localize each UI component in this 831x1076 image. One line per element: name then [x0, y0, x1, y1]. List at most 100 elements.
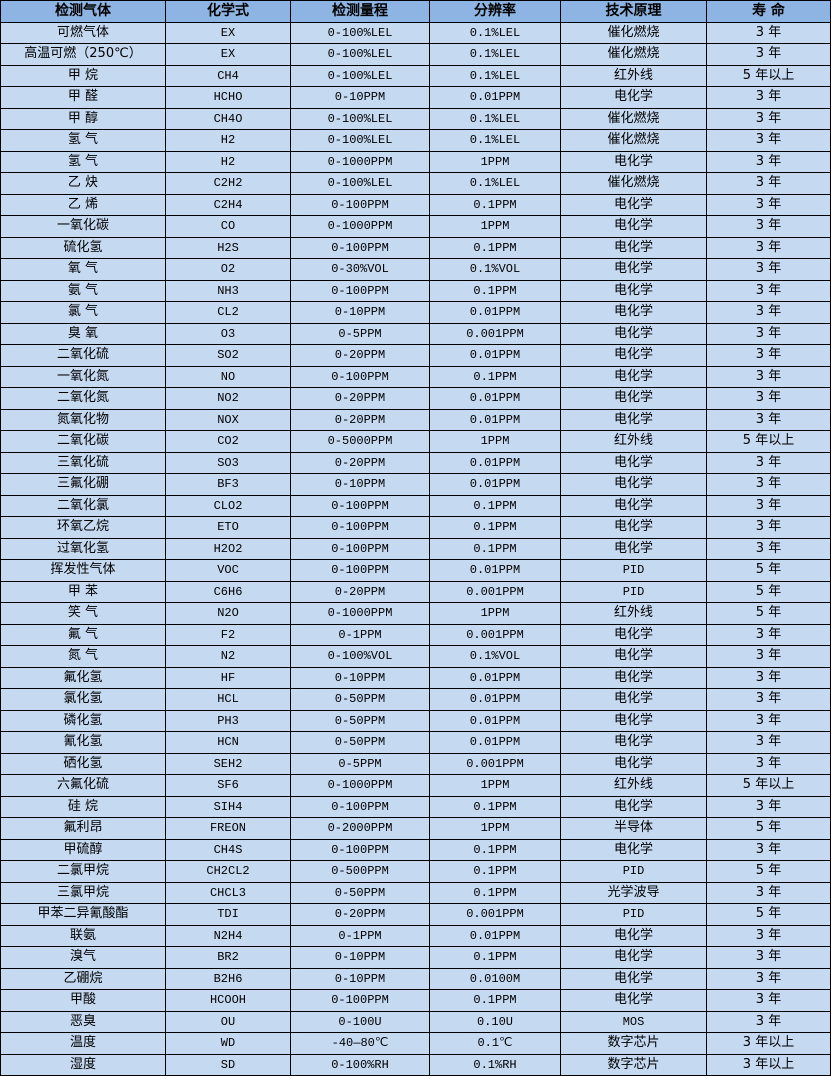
lifespan-cell: 3 年 [706, 1010, 831, 1033]
formula-cell: N2H4 [165, 924, 291, 947]
principle-cell: 光学波导 [560, 881, 707, 904]
principle-cell: 电化学 [560, 838, 707, 861]
formula-cell: SF6 [165, 774, 291, 797]
resolution-cell: 0.01PPM [429, 301, 561, 324]
table-row: 氯 气 CL2 0-10PPM 0.01PPM 电化学 3 年 [0, 301, 831, 324]
header-resolution: 分辨率 [429, 0, 561, 23]
formula-cell: CH2CL2 [165, 860, 291, 883]
principle-cell: 催化燃烧 [560, 107, 707, 130]
principle-cell: 红外线 [560, 602, 707, 625]
formula-cell: N2 [165, 645, 291, 668]
gas-name-cell: 可燃气体 [0, 21, 166, 44]
gas-name-cell: 硒化氢 [0, 752, 166, 775]
header-lifespan: 寿 命 [706, 0, 831, 23]
gas-name-cell: 氧 气 [0, 258, 166, 281]
resolution-cell: 0.001PPM [429, 580, 561, 603]
table-row: 臭 氧 O3 0-5PPM 0.001PPM 电化学 3 年 [0, 322, 831, 345]
gas-name-cell: 甲硫醇 [0, 838, 166, 861]
table-row: 氟化氢 HF 0-10PPM 0.01PPM 电化学 3 年 [0, 666, 831, 689]
resolution-cell: 0.01PPM [429, 924, 561, 947]
resolution-cell: 0.1PPM [429, 365, 561, 388]
formula-cell: H2O2 [165, 537, 291, 560]
gas-name-cell: 氯化氢 [0, 688, 166, 711]
formula-cell: HCL [165, 688, 291, 711]
range-cell: 0-100PPM [290, 236, 430, 259]
principle-cell: 电化学 [560, 709, 707, 732]
gas-name-cell: 甲苯二异氰酸酯 [0, 903, 166, 926]
table-row: 氰化氢 HCN 0-50PPM 0.01PPM 电化学 3 年 [0, 731, 831, 754]
range-cell: 0-1000PPM [290, 215, 430, 238]
lifespan-cell: 3 年 [706, 795, 831, 818]
lifespan-cell: 3 年 [706, 301, 831, 324]
formula-cell: NO2 [165, 387, 291, 410]
lifespan-cell: 3 年 [706, 924, 831, 947]
principle-cell: 半导体 [560, 817, 707, 840]
table-row: 挥发性气体 VOC 0-100PPM 0.01PPM PID 5 年 [0, 559, 831, 582]
formula-cell: CO2 [165, 430, 291, 453]
lifespan-cell: 3 年 [706, 344, 831, 367]
table-row: 乙 烯 C2H4 0-100PPM 0.1PPM 电化学 3 年 [0, 193, 831, 216]
table-row: 甲 烷 CH4 0-100%LEL 0.1%LEL 红外线 5 年以上 [0, 64, 831, 87]
formula-cell: HCHO [165, 86, 291, 109]
principle-cell: 数字芯片 [560, 1032, 707, 1055]
formula-cell: BR2 [165, 946, 291, 969]
principle-cell: 电化学 [560, 150, 707, 173]
table-row: 氮氧化物 NOX 0-20PPM 0.01PPM 电化学 3 年 [0, 408, 831, 431]
formula-cell: H2 [165, 150, 291, 173]
range-cell: 0-20PPM [290, 451, 430, 474]
table-row: 氟利昂 FREON 0-2000PPM 1PPM 半导体 5 年 [0, 817, 831, 840]
gas-name-cell: 氟化氢 [0, 666, 166, 689]
principle-cell: 电化学 [560, 924, 707, 947]
table-row: 硅 烷 SIH4 0-100PPM 0.1PPM 电化学 3 年 [0, 795, 831, 818]
table-row: 甲 苯 C6H6 0-20PPM 0.001PPM PID 5 年 [0, 580, 831, 603]
gas-name-cell: 氟 气 [0, 623, 166, 646]
gas-name-cell: 臭 氧 [0, 322, 166, 345]
resolution-cell: 0.01PPM [429, 688, 561, 711]
table-row: 笑 气 N2O 0-1000PPM 1PPM 红外线 5 年 [0, 602, 831, 625]
table-row: 二氧化碳 CO2 0-5000PPM 1PPM 红外线 5 年以上 [0, 430, 831, 453]
principle-cell: 电化学 [560, 537, 707, 560]
formula-cell: EX [165, 43, 291, 66]
resolution-cell: 0.1PPM [429, 881, 561, 904]
formula-cell: C2H2 [165, 172, 291, 195]
gas-name-cell: 高温可燃（250℃） [0, 43, 166, 66]
principle-cell: 红外线 [560, 64, 707, 87]
gas-name-cell: 二氧化氮 [0, 387, 166, 410]
lifespan-cell: 3 年 [706, 258, 831, 281]
table-row: 溴气 BR2 0-10PPM 0.1PPM 电化学 3 年 [0, 946, 831, 969]
principle-cell: 电化学 [560, 946, 707, 969]
table-row: 硒化氢 SEH2 0-5PPM 0.001PPM 电化学 3 年 [0, 752, 831, 775]
formula-cell: OU [165, 1010, 291, 1033]
formula-cell: ETO [165, 516, 291, 539]
range-cell: 0-5000PPM [290, 430, 430, 453]
formula-cell: CL2 [165, 301, 291, 324]
gas-name-cell: 环氧乙烷 [0, 516, 166, 539]
range-cell: 0-30%VOL [290, 258, 430, 281]
formula-cell: WD [165, 1032, 291, 1055]
gas-name-cell: 氨 气 [0, 279, 166, 302]
principle-cell: 电化学 [560, 365, 707, 388]
principle-cell: 催化燃烧 [560, 43, 707, 66]
table-row: 三氯甲烷 CHCL3 0-50PPM 0.1PPM 光学波导 3 年 [0, 881, 831, 904]
resolution-cell: 0.0100M [429, 967, 561, 990]
lifespan-cell: 3 年 [706, 494, 831, 517]
resolution-cell: 0.1%LEL [429, 64, 561, 87]
formula-cell: SO3 [165, 451, 291, 474]
header-range: 检测量程 [290, 0, 430, 23]
principle-cell: 电化学 [560, 645, 707, 668]
lifespan-cell: 5 年以上 [706, 774, 831, 797]
gas-name-cell: 氢 气 [0, 129, 166, 152]
gas-name-cell: 甲 醛 [0, 86, 166, 109]
principle-cell: 催化燃烧 [560, 21, 707, 44]
range-cell: 0-100PPM [290, 365, 430, 388]
principle-cell: 催化燃烧 [560, 172, 707, 195]
table-row: 甲 醛 HCHO 0-10PPM 0.01PPM 电化学 3 年 [0, 86, 831, 109]
resolution-cell: 1PPM [429, 150, 561, 173]
resolution-cell: 0.01PPM [429, 559, 561, 582]
range-cell: 0-10PPM [290, 301, 430, 324]
gas-name-cell: 三氧化硫 [0, 451, 166, 474]
range-cell: 0-1PPM [290, 623, 430, 646]
resolution-cell: 0.1PPM [429, 795, 561, 818]
principle-cell: 电化学 [560, 451, 707, 474]
principle-cell: 电化学 [560, 258, 707, 281]
